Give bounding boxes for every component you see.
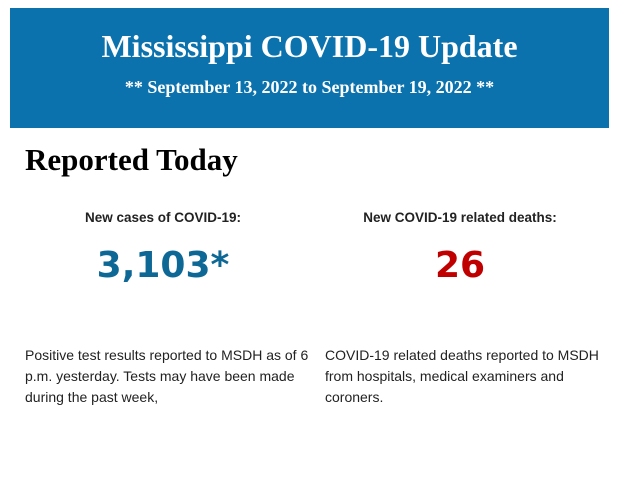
deaths-description: COVID-19 related deaths reported to MSDH… xyxy=(325,347,599,405)
cases-value: 3,103* xyxy=(96,245,230,286)
date-range: ** September 13, 2022 to September 19, 2… xyxy=(124,77,495,97)
page-title: Mississippi COVID-19 Update xyxy=(101,28,518,64)
header-banner: Mississippi COVID-19 Update ** September… xyxy=(10,8,609,128)
deaths-label: New COVID-19 related deaths: xyxy=(363,210,557,225)
cases-label: New cases of COVID-19: xyxy=(84,210,242,225)
cases-description: Positive test results reported to MSDH a… xyxy=(25,347,309,405)
section-title: Reported Today xyxy=(25,142,238,177)
deaths-value: 26 xyxy=(434,245,486,286)
cases-panel: New cases of COVID-19: 3,103* xyxy=(18,210,308,286)
deaths-panel: New COVID-19 related deaths: 26 xyxy=(315,210,605,286)
